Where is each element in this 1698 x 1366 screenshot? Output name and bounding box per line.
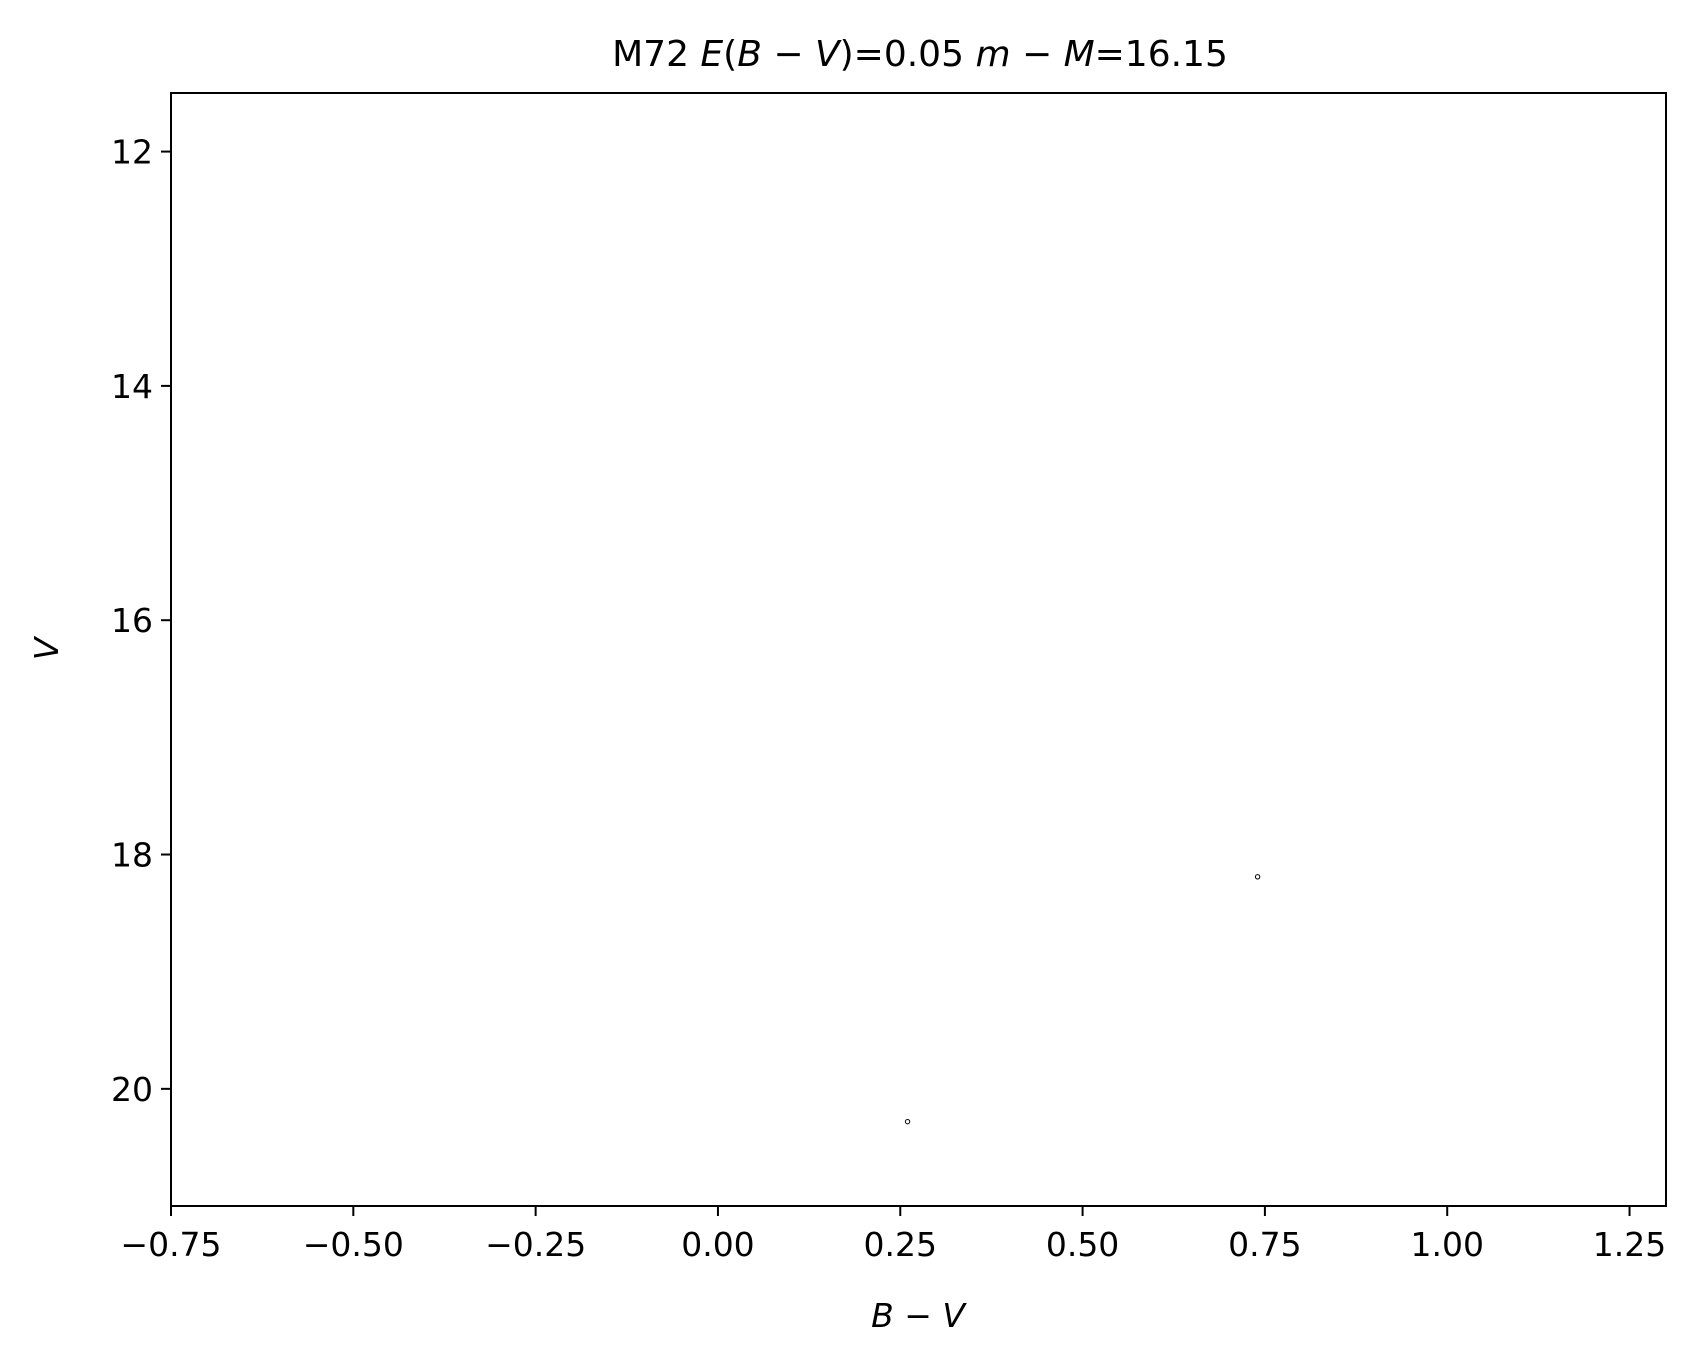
y-tick-label: 16 bbox=[111, 601, 153, 640]
y-tick-label: 14 bbox=[111, 367, 153, 406]
y-tick-label: 20 bbox=[111, 1070, 153, 1109]
chart-title-part: m bbox=[975, 34, 1010, 75]
y-axis-ticks: 12 14 16 18 20 bbox=[111, 133, 171, 1109]
x-tick-label: −0.75 bbox=[120, 1225, 221, 1264]
chart-title-part: − bbox=[1011, 34, 1064, 75]
x-tick-label: 0.25 bbox=[864, 1225, 937, 1264]
chart-title-part: =16.15 bbox=[1095, 34, 1228, 75]
chart-title-part: E bbox=[700, 34, 723, 75]
x-tick-label: 0.00 bbox=[681, 1225, 754, 1264]
chart-title-part: B bbox=[737, 34, 762, 75]
scatter-point bbox=[1254, 874, 1261, 880]
x-axis-label: B − V bbox=[871, 1296, 967, 1335]
chart-title-part: M bbox=[1064, 34, 1095, 75]
y-tick-label: 18 bbox=[111, 836, 153, 875]
scatter-points bbox=[904, 874, 1261, 1125]
x-tick-label: 0.75 bbox=[1228, 1225, 1301, 1264]
chart-title: M72 E(B − V)=0.05 m − M=16.15 bbox=[612, 34, 1228, 75]
x-tick-label: −0.25 bbox=[485, 1225, 586, 1264]
chart-title-part: )=0.05 bbox=[840, 34, 976, 75]
plot-area-frame bbox=[170, 92, 1667, 1207]
x-tick-label: −0.50 bbox=[303, 1225, 404, 1264]
x-tick-label: 1.25 bbox=[1593, 1225, 1666, 1264]
y-axis-label: V bbox=[27, 635, 66, 660]
scatter-point bbox=[904, 1118, 911, 1125]
chart-title-part: − bbox=[762, 34, 815, 75]
chart-title-part: V bbox=[815, 34, 842, 75]
x-axis-ticks: −0.75 −0.50 −0.25 0.00 0.25 0.50 0.75 1.00 1.25 bbox=[120, 1206, 1666, 1264]
y-tick-label: 12 bbox=[111, 133, 153, 172]
x-tick-label: 1.00 bbox=[1410, 1225, 1483, 1264]
x-tick-label: 0.50 bbox=[1046, 1225, 1119, 1264]
chart-title-part: M72 bbox=[612, 34, 700, 75]
chart-title-part: ( bbox=[723, 34, 737, 75]
